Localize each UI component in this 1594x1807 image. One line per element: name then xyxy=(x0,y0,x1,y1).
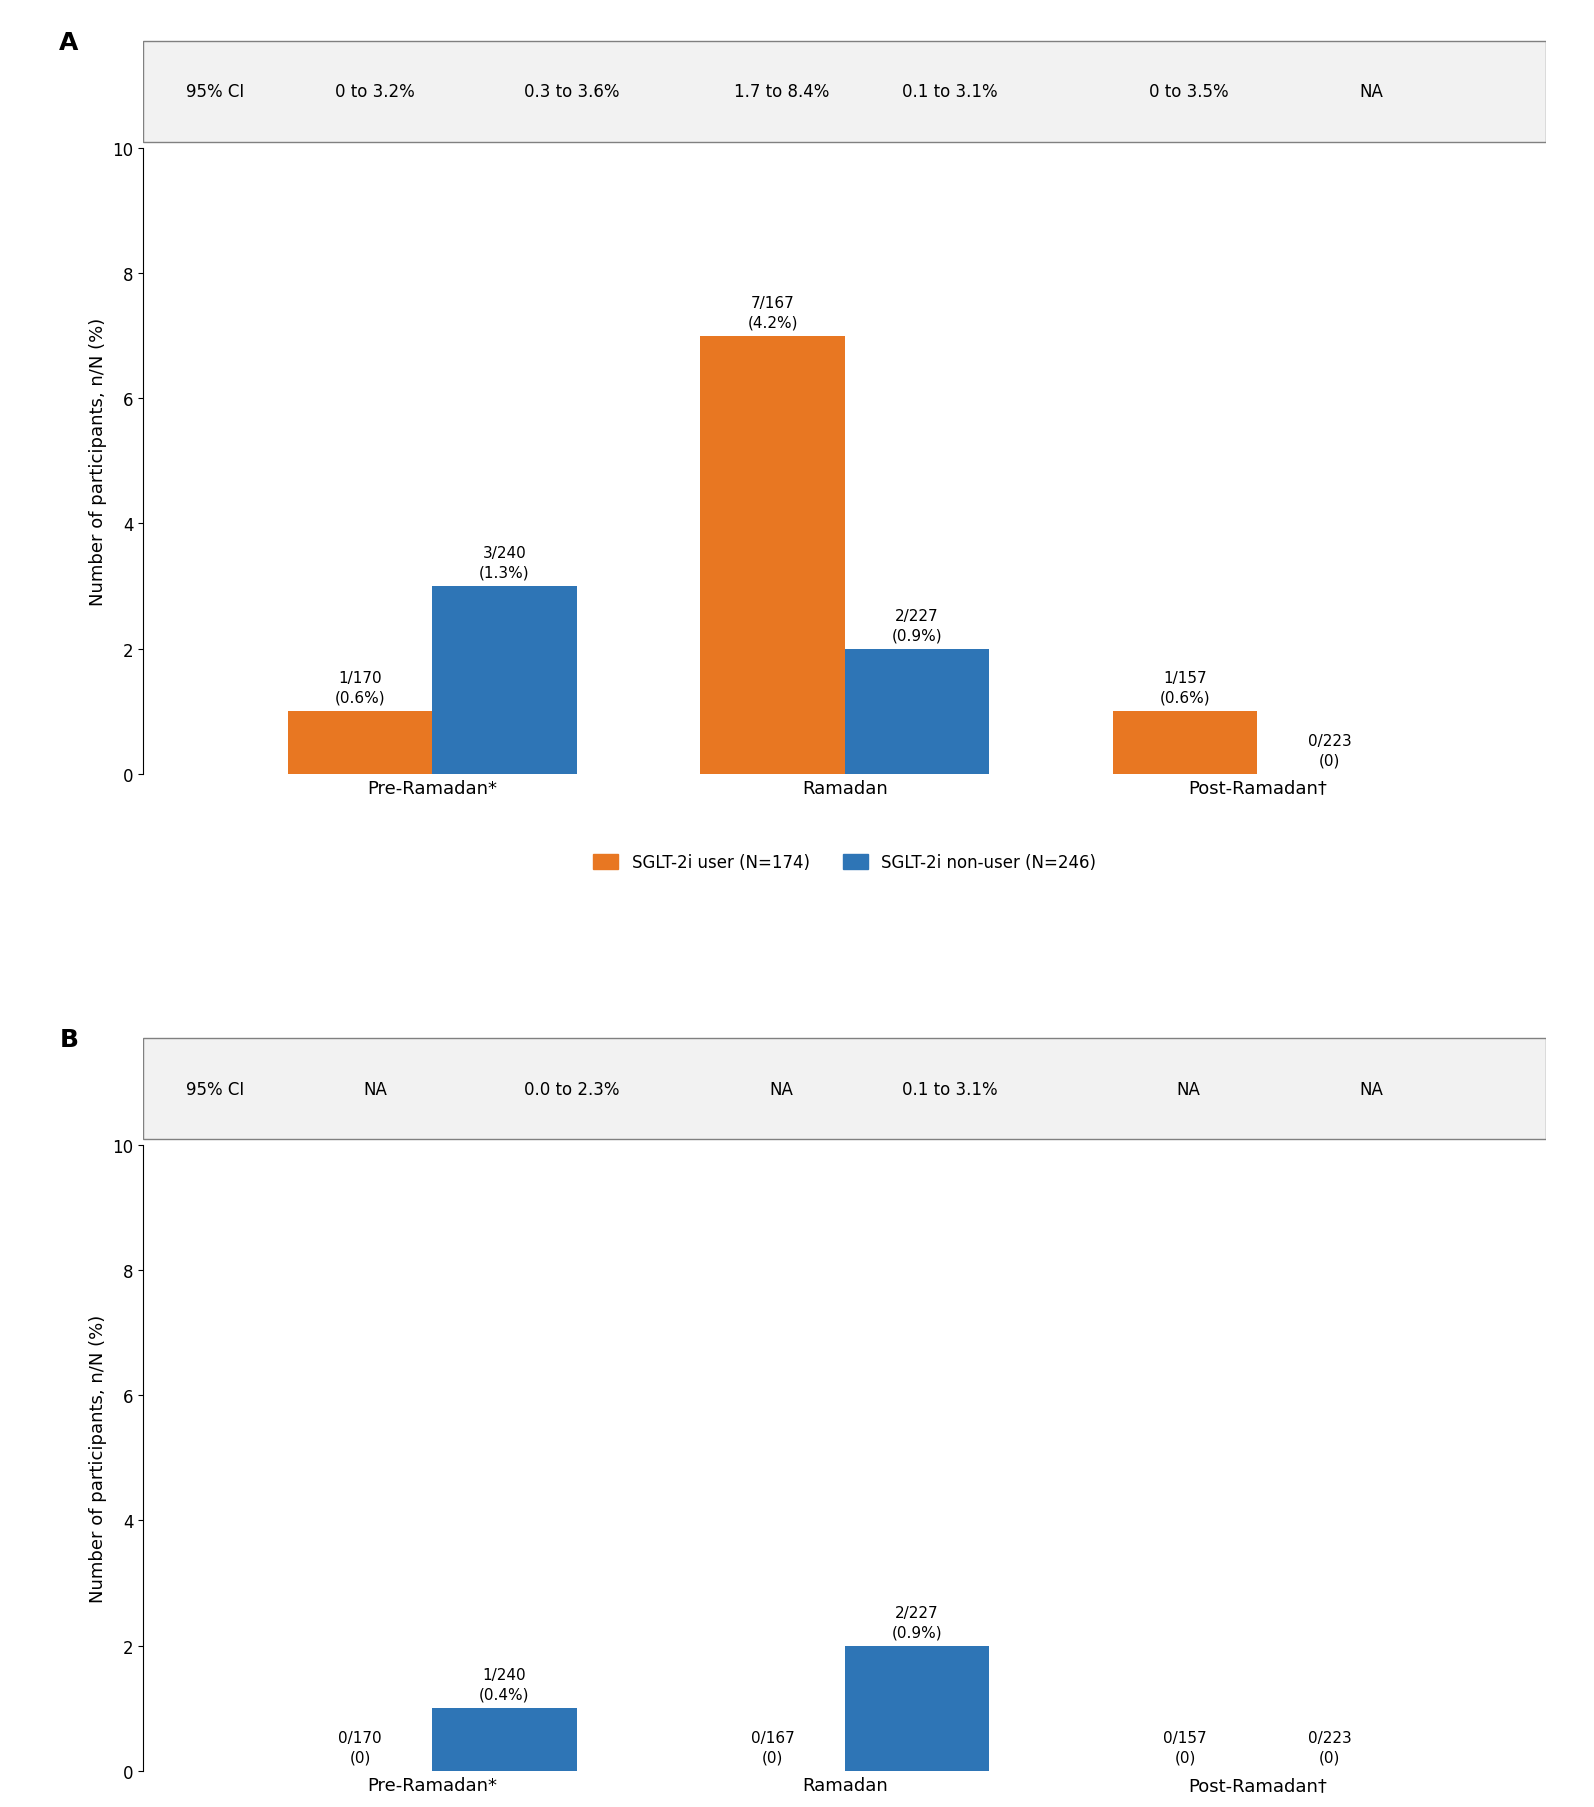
Text: B: B xyxy=(59,1026,78,1052)
Text: 1/170
(0.6%): 1/170 (0.6%) xyxy=(335,670,386,705)
Y-axis label: Number of participants, n/N (%): Number of participants, n/N (%) xyxy=(89,318,107,605)
Text: 2/227
(0.9%): 2/227 (0.9%) xyxy=(891,1605,942,1639)
Text: NA: NA xyxy=(1176,1081,1200,1099)
Text: 95% CI: 95% CI xyxy=(185,1081,244,1099)
Legend: SGLT-2i user (N=174), SGLT-2i non-user (N=246): SGLT-2i user (N=174), SGLT-2i non-user (… xyxy=(587,847,1103,878)
Text: 1.7 to 8.4%: 1.7 to 8.4% xyxy=(733,83,829,101)
Bar xyxy=(1113,712,1258,775)
Text: NA: NA xyxy=(1360,1081,1382,1099)
Text: 0 to 3.2%: 0 to 3.2% xyxy=(335,83,414,101)
Bar xyxy=(700,336,845,775)
Text: 0/223
(0): 0/223 (0) xyxy=(1307,734,1352,768)
Text: 2/227
(0.9%): 2/227 (0.9%) xyxy=(891,609,942,643)
Text: 95% CI: 95% CI xyxy=(185,83,244,101)
Text: 3/240
(1.3%): 3/240 (1.3%) xyxy=(480,546,529,580)
Text: 0.1 to 3.1%: 0.1 to 3.1% xyxy=(902,1081,998,1099)
Text: 0 to 3.5%: 0 to 3.5% xyxy=(1149,83,1229,101)
Text: 0/170
(0): 0/170 (0) xyxy=(338,1729,383,1765)
Bar xyxy=(289,712,432,775)
FancyBboxPatch shape xyxy=(143,1039,1546,1140)
Text: 0/157
(0): 0/157 (0) xyxy=(1164,1729,1207,1765)
Bar xyxy=(845,649,990,775)
Text: A: A xyxy=(59,31,78,54)
Bar xyxy=(432,587,577,775)
Text: NA: NA xyxy=(363,1081,387,1099)
Y-axis label: Number of participants, n/N (%): Number of participants, n/N (%) xyxy=(89,1314,107,1603)
Text: NA: NA xyxy=(1360,83,1382,101)
Text: 0.0 to 2.3%: 0.0 to 2.3% xyxy=(523,1081,618,1099)
FancyBboxPatch shape xyxy=(143,42,1546,143)
Text: 7/167
(4.2%): 7/167 (4.2%) xyxy=(748,295,799,331)
Text: 0/223
(0): 0/223 (0) xyxy=(1307,1729,1352,1765)
Text: NA: NA xyxy=(770,1081,794,1099)
Bar xyxy=(845,1646,990,1771)
Text: 0/167
(0): 0/167 (0) xyxy=(751,1729,794,1765)
Text: 0.3 to 3.6%: 0.3 to 3.6% xyxy=(523,83,618,101)
Text: 1/157
(0.6%): 1/157 (0.6%) xyxy=(1160,670,1210,705)
Text: 1/240
(0.4%): 1/240 (0.4%) xyxy=(480,1668,529,1702)
Bar xyxy=(432,1708,577,1771)
Text: 0.1 to 3.1%: 0.1 to 3.1% xyxy=(902,83,998,101)
